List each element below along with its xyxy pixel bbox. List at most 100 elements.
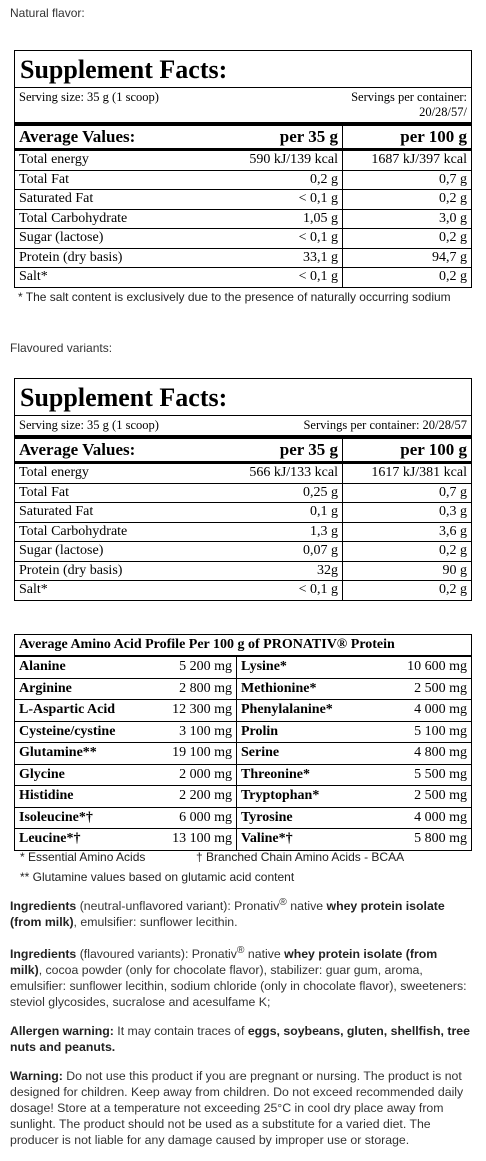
text-segment: It may contain traces of: [113, 1024, 248, 1039]
cell: Isoleucine*†: [19, 809, 93, 825]
text-segment: Ingredients: [10, 899, 77, 914]
amino-row: Isoleucine*† 6 000 mg Tyrosine 4 000 mg: [15, 806, 471, 828]
servings-line: 20/28/57/: [419, 105, 467, 119]
cell: 32g: [231, 561, 343, 580]
cell: < 0,1 g: [231, 229, 343, 248]
cell: Alanine: [19, 659, 66, 674]
cell: 1617 kJ/381 kcal: [371, 465, 467, 480]
facts-table: Supplement Facts: Serving size: 35 g (1 s…: [14, 50, 472, 288]
cell: 5 500 mg: [414, 766, 467, 782]
header-cell: per 35 g: [231, 126, 343, 148]
text-segment: , cocoa powder (only for chocolate flavo…: [10, 963, 467, 1010]
amino-row: Leucine*† 13 100 mg Valine*† 5 800 mg: [15, 828, 471, 850]
text-segment: native: [244, 947, 285, 962]
cell: 0,2 g: [439, 269, 467, 284]
cell: 1,05 g: [231, 209, 343, 228]
cell: < 0,1 g: [231, 581, 343, 600]
text-segment: whey protein isolate (from milk): [10, 899, 445, 930]
cell: 0,25 g: [231, 483, 343, 502]
cell: Methionine*: [241, 680, 317, 696]
paragraph: Warning: Do not use this product if you …: [10, 1068, 470, 1148]
footnote: * Essential Amino Acids: [20, 850, 146, 864]
cell: Leucine*†: [19, 831, 81, 846]
cell: 5 100 mg: [414, 723, 467, 739]
amino-table: Average Amino Acid Profile Per 100 g of …: [14, 634, 472, 851]
cell: 33,1 g: [231, 248, 343, 267]
cell: Prolin: [241, 723, 279, 739]
text-segment: (neutral-unflavored variant): Pronativ: [76, 899, 280, 914]
amino-row: Cysteine/cystine 3 100 mg Prolin 5 100 mg: [15, 720, 471, 742]
cell: 2 200 mg: [135, 786, 237, 807]
cell: 12 300 mg: [135, 700, 237, 721]
cell: Valine*†: [241, 831, 293, 846]
amino-row: Glycine 2 000 mg Threonine* 5 500 mg: [15, 763, 471, 785]
cell: 0,7 g: [439, 171, 467, 187]
section-label: Flavoured variants:: [10, 341, 113, 355]
text-segment: Do not use this product if you are pregn…: [10, 1069, 464, 1148]
amino-row: Arginine 2 800 mg Methionine* 2 500 mg: [15, 677, 471, 699]
cell: Histidine: [19, 788, 74, 803]
cell: Total Carbohydrate: [19, 523, 128, 539]
cell: Total Fat: [19, 484, 69, 500]
header-cell: per 100 g: [400, 440, 467, 459]
section-label: Natural flavor:: [10, 6, 85, 20]
cell: 2 500 mg: [414, 788, 467, 803]
header-cell: Average Values:: [19, 127, 136, 146]
cell: Salt*: [19, 582, 48, 597]
cell: 10 600 mg: [407, 659, 467, 674]
cell: Protein (dry basis): [19, 562, 123, 578]
cell: 4 000 mg: [414, 809, 467, 825]
table-row: Sugar (lactose) 0,07 g 0,2 g: [15, 541, 471, 561]
table-row: Total Carbohydrate 1,05 g 3,0 g: [15, 208, 471, 228]
footnote: * The salt content is exclusively due to…: [18, 290, 451, 304]
servings-line: Servings per container: 20/28/57: [303, 418, 467, 432]
cell: Phenylalanine*: [241, 702, 333, 717]
cell: Threonine*: [241, 766, 310, 782]
servings-per-container: Servings per container: 20/28/57/: [351, 90, 467, 120]
text-segment: eggs, soybeans, gluten, shellfish, tree …: [10, 1024, 470, 1055]
cell: Protein (dry basis): [19, 249, 123, 265]
cell: < 0,1 g: [231, 190, 343, 209]
serving-row: Serving size: 35 g (1 scoop) Servings per…: [15, 415, 471, 439]
text-segment: whey protein isolate (from milk): [10, 947, 438, 978]
cell: L-Aspartic Acid: [19, 702, 116, 717]
cell: 19 100 mg: [135, 743, 237, 764]
cell: 2 500 mg: [414, 680, 467, 696]
amino-row: Histidine 2 200 mg Tryptophan* 2 500 mg: [15, 785, 471, 807]
cell: Total Fat: [19, 171, 69, 187]
cell: 4 800 mg: [414, 745, 467, 760]
cell: 0,2 g: [439, 191, 467, 206]
cell: Saturated Fat: [19, 504, 94, 519]
cell: 6 000 mg: [135, 807, 237, 828]
cell: 2 800 mg: [135, 678, 237, 699]
header-cell: per 35 g: [231, 439, 343, 461]
cell: 1,3 g: [231, 522, 343, 541]
cell: 0,7 g: [439, 484, 467, 500]
cell: Glutamine**: [19, 745, 97, 760]
table-row: Saturated Fat 0,1 g 0,3 g: [15, 502, 471, 522]
cell: Lysine*: [241, 659, 287, 674]
cell: 0,07 g: [231, 542, 343, 561]
text-segment: Warning:: [10, 1069, 63, 1084]
text-segment: Allergen warning:: [10, 1024, 114, 1039]
header-cell: per 100 g: [400, 127, 467, 146]
cell: Tryptophan*: [241, 788, 320, 803]
servings-line: Servings per container:: [351, 90, 467, 104]
cell: 4 000 mg: [414, 702, 467, 717]
cell: Arginine: [19, 680, 72, 696]
cell: 3,0 g: [439, 210, 467, 226]
servings-per-container: Servings per container: 20/28/57: [303, 418, 467, 433]
paragraph: Allergen warning: It may contain traces …: [10, 1023, 470, 1055]
text-segment: ®: [236, 945, 245, 957]
facts-title: Supplement Facts:: [20, 383, 228, 412]
footnote: ** Glutamine values based on glutamic ac…: [20, 870, 295, 884]
amino-row: Glutamine** 19 100 mg Serine 4 800 mg: [15, 742, 471, 764]
cell: 1687 kJ/397 kcal: [371, 152, 467, 167]
cell: 0,3 g: [439, 504, 467, 519]
cell: Total energy: [19, 465, 89, 480]
text-segment: ®: [279, 897, 287, 908]
cell: 0,2 g: [439, 582, 467, 597]
table-row: Salt* < 0,1 g 0,2 g: [15, 580, 471, 600]
facts-title: Supplement Facts:: [20, 55, 228, 84]
